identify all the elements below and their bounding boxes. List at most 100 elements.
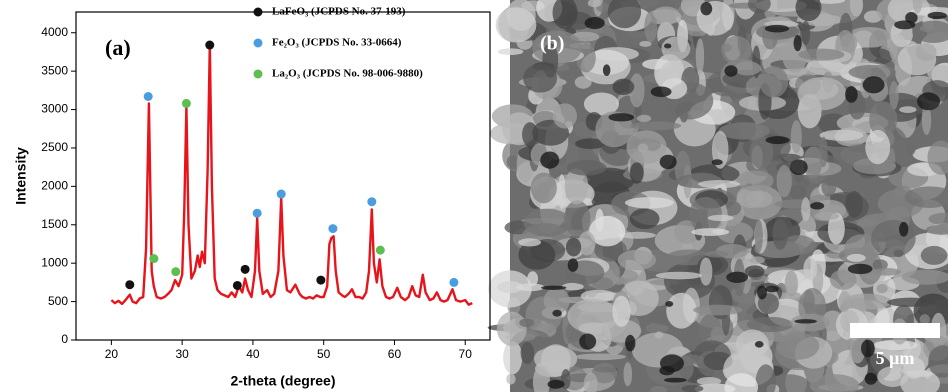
sem-grain [819,129,864,141]
sem-pore [547,379,565,389]
sem-grain [921,105,932,135]
scale-bar-label: 5 μm [876,348,915,368]
sem-pore [810,202,825,210]
sem-grain [747,0,771,14]
sem-grain [877,366,909,387]
sem-grain [707,214,734,222]
legend-marker [253,38,263,48]
sem-grain [853,157,897,175]
y-tick-label: 0 [61,332,68,346]
sem-pore [664,43,672,49]
sem-grain [781,235,816,255]
sem-grain [829,269,857,290]
sem-pore [726,271,749,283]
sem-grain [845,190,863,218]
sem-grain [814,211,840,221]
sem-grain [772,219,789,250]
phase-marker [232,280,242,290]
x-tick-label: 30 [175,347,189,361]
legend-label: LaFeO₃ (JCPDS No. 37-193) [272,6,406,18]
sem-pore [579,333,597,350]
sem-grain [518,240,556,270]
sem-pore [905,12,918,24]
sem-grain [518,238,542,247]
sem-pore [584,17,605,30]
sem-grain [666,292,697,329]
sem-grain [865,129,891,165]
sem-grain [711,130,729,169]
sem-grain [873,339,918,351]
sem-grain [652,6,680,22]
phase-marker [375,245,385,255]
sem-grain [564,200,591,238]
sem-grain [803,257,818,281]
sem-grain [693,304,743,316]
x-tick-label: 70 [459,347,473,361]
sem-grain [735,329,769,359]
legend-label: Fe₂O₃ (JCPDS No. 33-0664) [272,37,402,49]
sem-pore [862,76,885,94]
sem-grain [759,65,789,98]
sem-grain [495,7,537,43]
sem-grain [564,168,589,205]
sem-pore [847,263,873,275]
sem-pore [765,285,779,293]
sem-grain [872,259,888,271]
phase-marker [171,267,181,277]
sem-pore [541,285,567,290]
sem-pore [864,372,878,385]
sem-grain [927,65,948,82]
sem-grain [717,221,754,244]
sem-grain [624,197,674,209]
sem-grain [645,322,669,334]
sem-grain [636,114,652,123]
sem-pore [700,2,713,16]
sem-grain [488,270,532,308]
x-axis-title: 2-theta (degree) [230,373,335,389]
sem-pore [540,151,560,169]
y-tick-label: 1500 [41,217,68,231]
sem-grain [798,48,845,61]
sem-grain [523,64,558,93]
sem-grain [623,362,633,387]
sem-pore [927,11,947,20]
sem-grain [721,35,752,65]
sem-grain [801,177,811,188]
sem-grain [734,61,761,76]
sem-grain [886,297,936,307]
sem-grain [809,374,860,392]
sem-grain [814,0,846,4]
sem-grain [797,77,847,111]
sem-grain [574,353,626,361]
sem-grain [827,212,845,245]
sem-pore [916,92,941,111]
sem-pore [625,334,636,352]
y-tick-label: 2000 [41,179,68,193]
sem-grain [680,354,704,365]
panel-label: (b) [540,33,564,55]
y-axis-title: Intensity [13,147,29,205]
phase-marker [276,189,286,199]
sem-grain [696,377,722,386]
sem-grain [845,338,855,347]
sem-pore [724,65,738,77]
sem-pore [765,136,790,145]
sem-grain [915,43,937,62]
sem-grain [736,170,774,191]
sem-grain [552,103,578,129]
sem-grain [841,293,892,310]
sem-pore [659,354,684,373]
sem-grain [928,212,948,226]
sem-grain [503,341,523,375]
sem-grain [724,373,759,392]
sem-grain [801,197,811,222]
sem-grain [629,208,660,230]
x-tick-label: 60 [388,347,402,361]
sem-grain [639,40,652,47]
sem-pore [650,86,672,98]
sem-grain [776,165,792,198]
y-tick-label: 2500 [41,140,68,154]
scale-bar [850,323,940,338]
sem-grain [821,177,837,197]
